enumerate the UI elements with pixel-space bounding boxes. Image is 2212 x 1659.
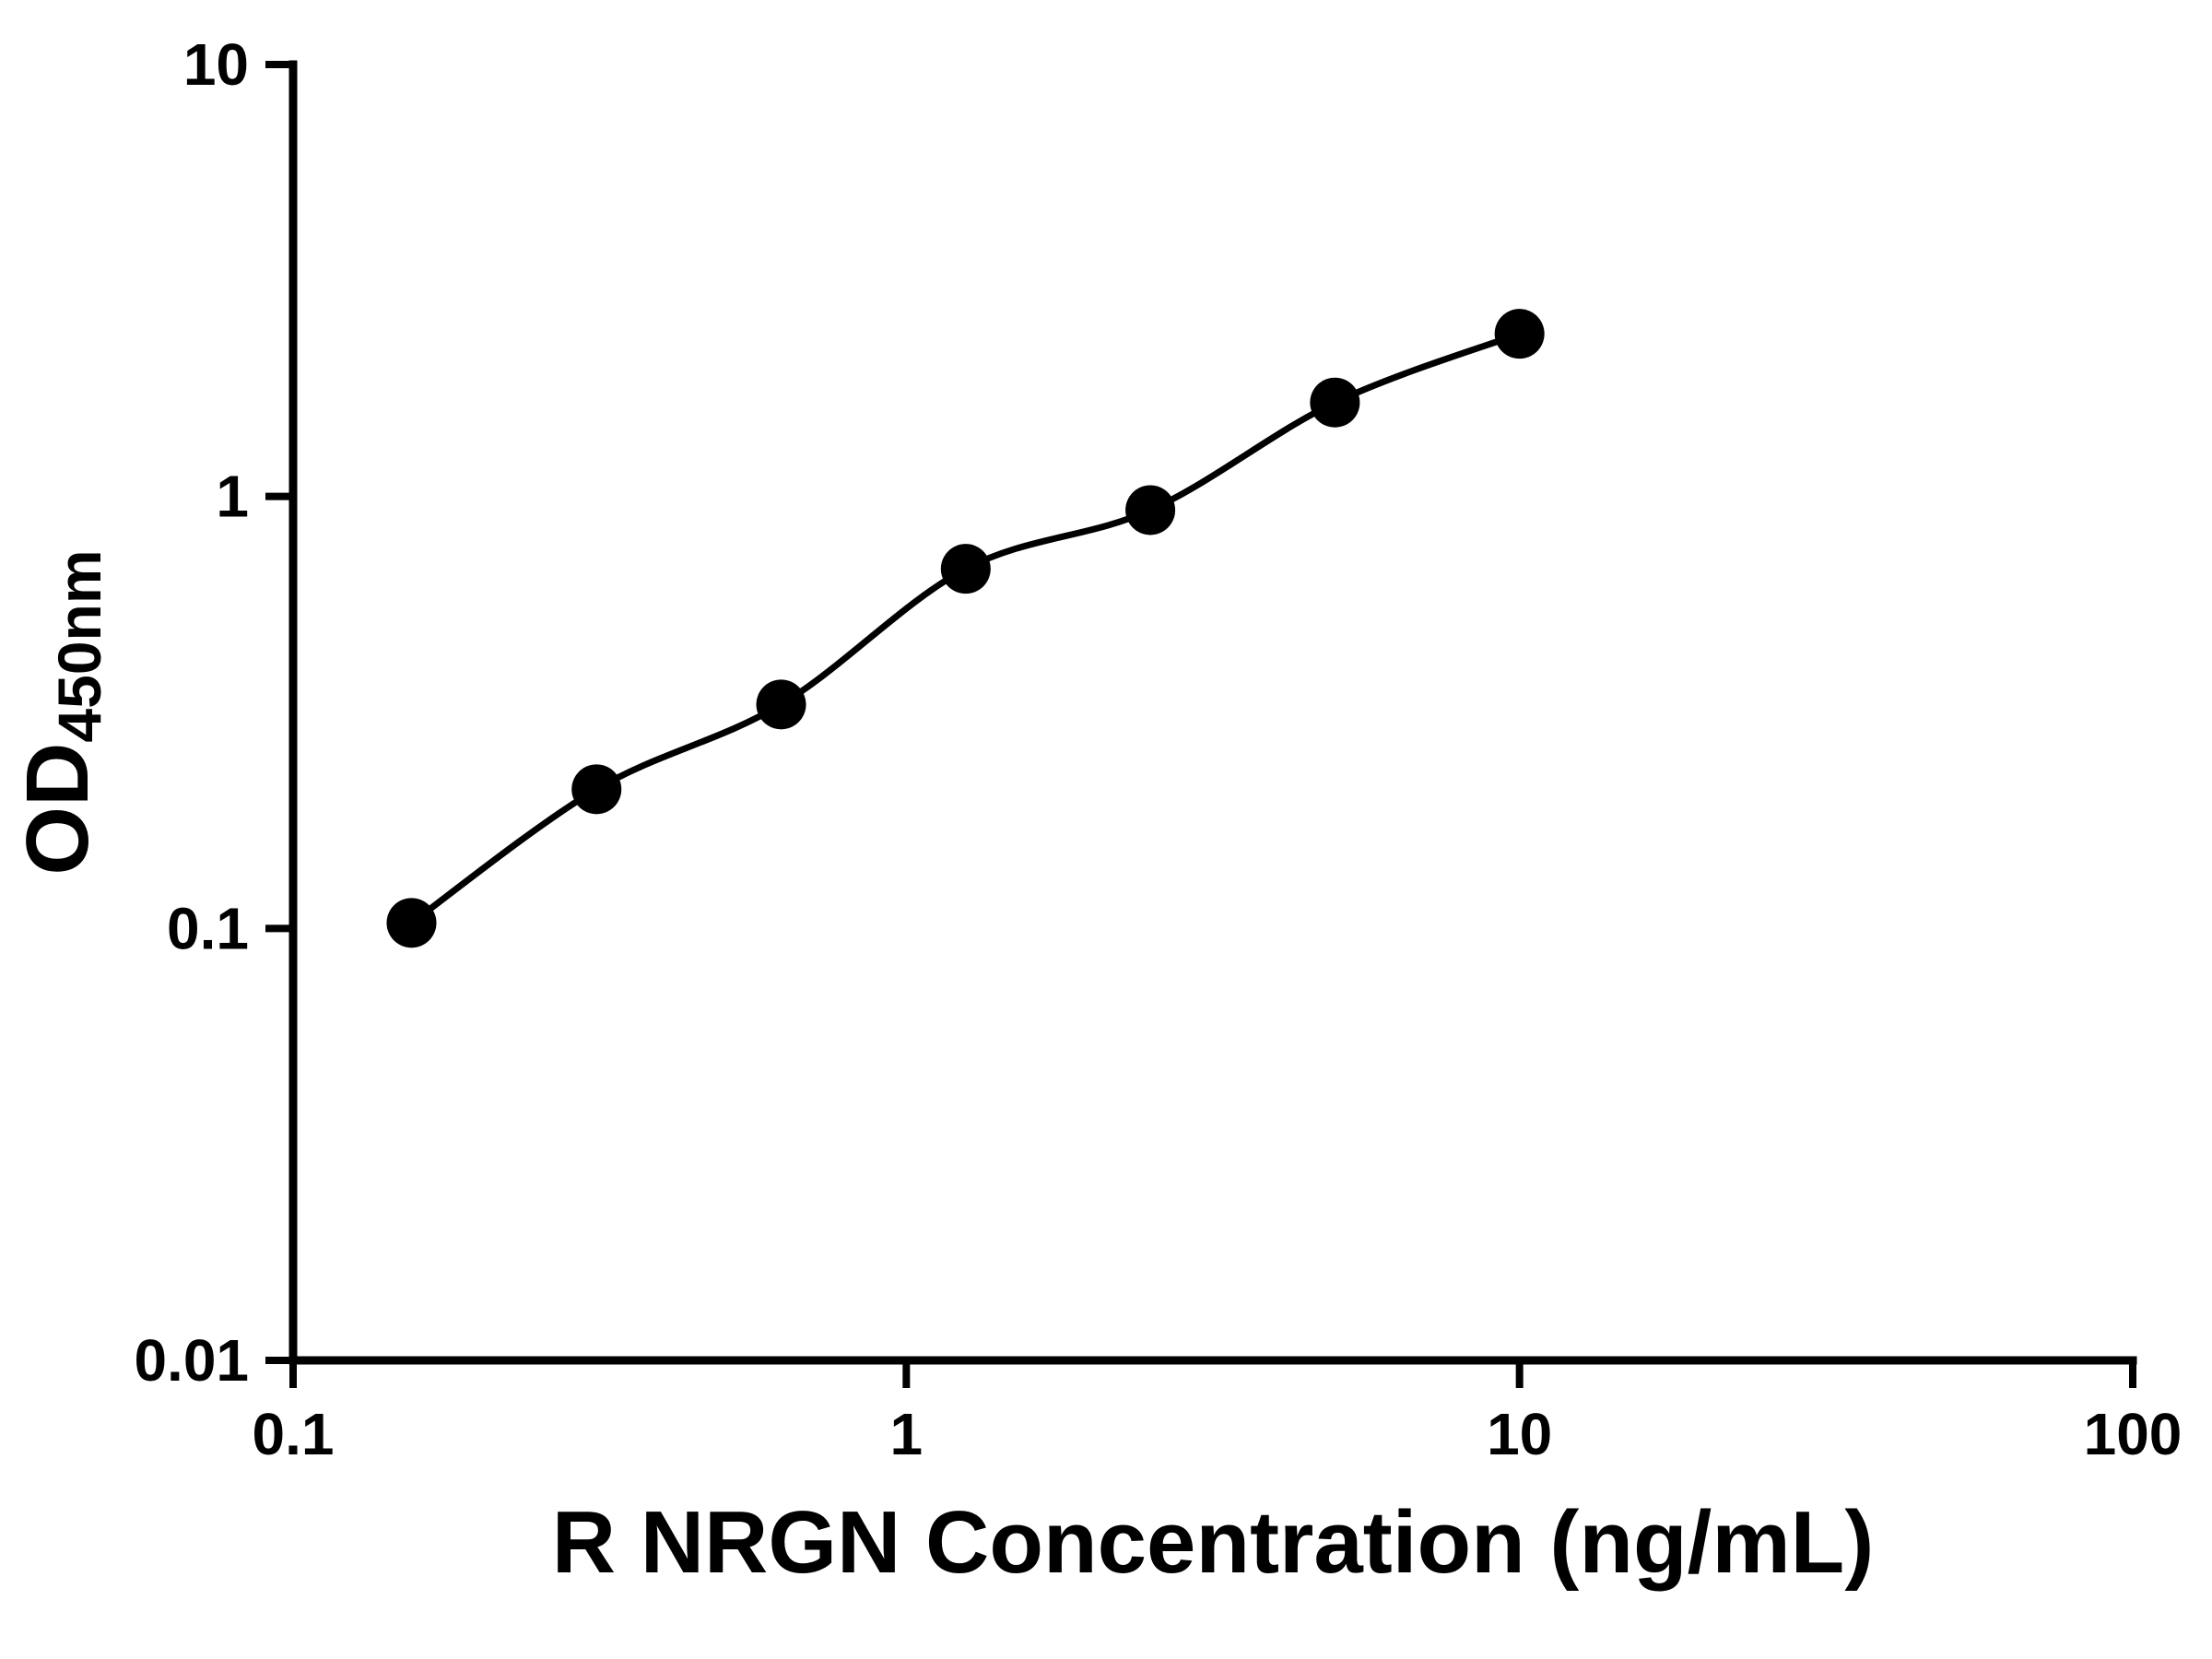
- y-axis-title: OD450nm: [8, 549, 113, 875]
- data-point-marker: [756, 679, 806, 730]
- axis-spine: [288, 60, 2137, 1365]
- x-axis-tick-label: 10: [1487, 1401, 1552, 1467]
- y-axis-tick-label: 0.01: [134, 1327, 249, 1394]
- data-point-marker: [1125, 485, 1176, 535]
- y-axis-tick-label: 10: [183, 31, 249, 98]
- data-point-marker: [940, 544, 991, 594]
- y-axis-tick-label: 0.1: [167, 895, 249, 961]
- data-point-marker: [1494, 309, 1545, 359]
- y-axis-tick-label: 1: [216, 464, 249, 530]
- data-point-marker: [1310, 377, 1360, 428]
- x-axis-tick-label: 100: [2084, 1401, 2183, 1467]
- x-axis-tick-label: 0.1: [253, 1401, 335, 1467]
- x-axis-title: R NRGN Concentration (ng/mL): [552, 1493, 1875, 1592]
- data-point-marker: [386, 898, 437, 948]
- x-axis-tick-label: 1: [890, 1401, 924, 1467]
- data-point-marker: [571, 764, 622, 815]
- standard-curve-line: [409, 330, 1521, 926]
